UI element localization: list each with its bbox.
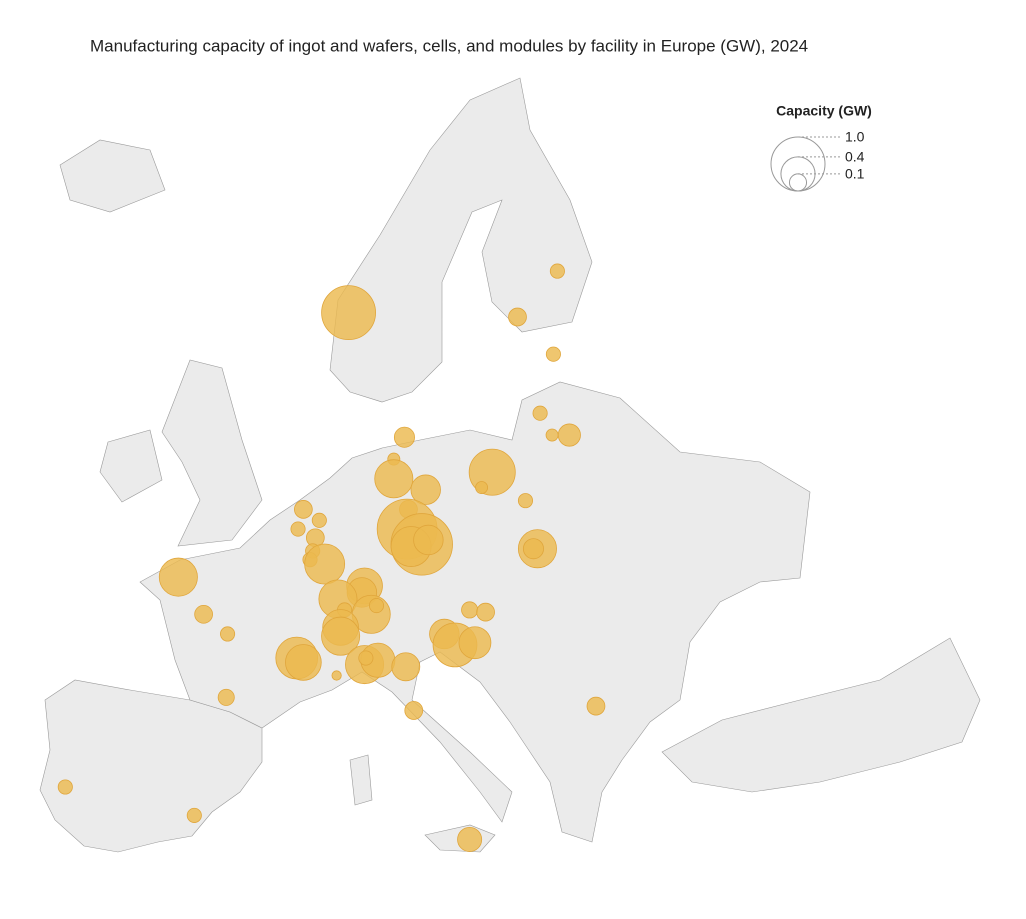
facility-bubble: [311, 512, 327, 528]
land: [161, 359, 263, 547]
facility-bubble: [220, 626, 236, 642]
facility-bubble: [57, 779, 73, 795]
facility-bubble: [358, 650, 374, 666]
chart-title: Manufacturing capacity of ingot and wafe…: [90, 36, 808, 55]
facility-bubble: [458, 626, 492, 660]
facility-bubble: [545, 346, 561, 362]
facility-bubble: [331, 670, 342, 681]
facility-bubble: [391, 652, 421, 682]
legend-title: Capacity (GW): [776, 103, 872, 119]
land: [661, 637, 981, 793]
facility-bubble: [475, 481, 489, 494]
land: [349, 754, 373, 806]
facility-bubble: [158, 557, 198, 597]
bubbles: [57, 263, 606, 852]
facility-bubble: [294, 500, 313, 519]
facility-bubble: [532, 405, 548, 421]
facility-bubble: [461, 601, 479, 619]
legend-circle: [770, 136, 826, 192]
facility-bubble: [290, 521, 306, 537]
land: [329, 77, 593, 403]
facility-bubble: [557, 423, 581, 447]
facility-bubble: [368, 598, 385, 614]
facility-bubble: [517, 493, 534, 509]
facility-bubble: [476, 602, 495, 622]
legend-label: 0.1: [845, 166, 865, 182]
facility-bubble: [186, 807, 202, 823]
facility-bubble: [586, 696, 606, 716]
facility-bubble: [321, 616, 361, 656]
facility-bubble: [457, 826, 483, 852]
facility-bubble: [374, 459, 414, 499]
facility-bubble: [508, 307, 527, 327]
facility-bubble: [522, 538, 544, 560]
facility-bubble: [410, 474, 441, 505]
legend-label: 1.0: [845, 129, 865, 145]
facility-bubble: [321, 285, 376, 341]
legend-circle: [788, 173, 808, 192]
size-legend: 1.0 0.40.1: [770, 129, 865, 192]
land: [59, 139, 166, 213]
land: [99, 429, 163, 503]
facility-bubble: [393, 426, 415, 448]
facility-bubble: [194, 604, 213, 624]
facility-bubble: [545, 428, 559, 442]
facility-bubble: [404, 701, 424, 720]
facility-bubble: [304, 543, 346, 585]
legend-label: 0.4: [845, 149, 865, 165]
land: [39, 679, 263, 853]
facility-bubble: [285, 644, 322, 681]
facility-bubble: [217, 688, 235, 706]
facility-bubble: [413, 524, 444, 556]
facility-bubble: [549, 263, 565, 279]
